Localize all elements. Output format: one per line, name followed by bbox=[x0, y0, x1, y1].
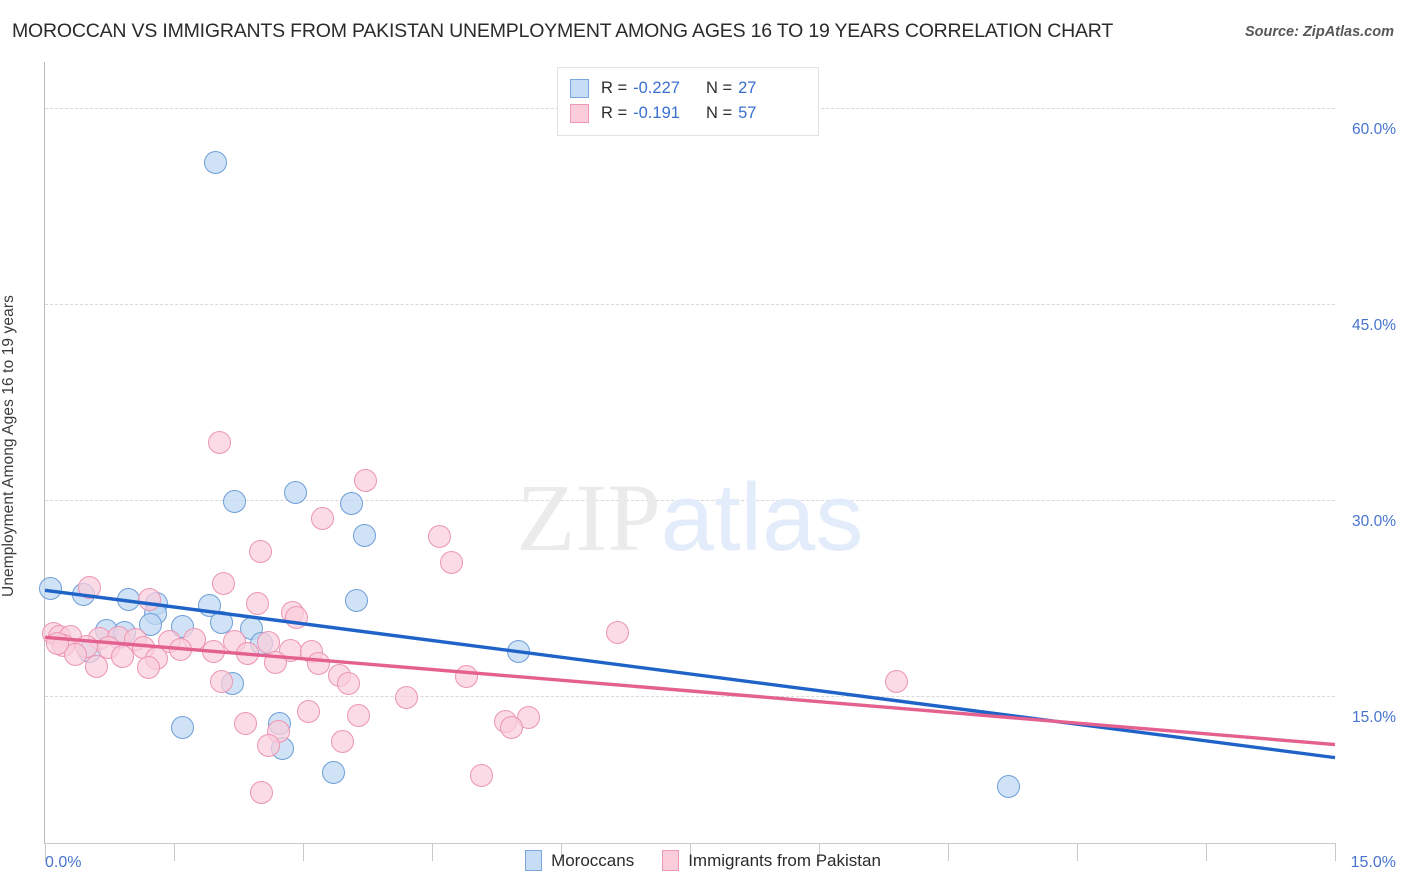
scatter-point[interactable] bbox=[38, 577, 62, 601]
legend-color-swatch bbox=[662, 850, 680, 871]
scatter-point[interactable] bbox=[353, 523, 377, 547]
scatter-point[interactable] bbox=[283, 480, 307, 504]
scatter-point[interactable] bbox=[257, 734, 281, 758]
source-label: Source: ZipAtlas.com bbox=[1244, 24, 1394, 40]
legend-label: Moroccans bbox=[551, 850, 635, 870]
sample-size-label: N = bbox=[705, 79, 733, 97]
legend-entry[interactable]: Immigrants from Pakistan bbox=[662, 850, 881, 871]
scatter-point[interactable] bbox=[470, 764, 494, 788]
correlation-label: R = bbox=[601, 104, 628, 122]
sample-size-value: 57 bbox=[738, 104, 757, 122]
scatter-point[interactable] bbox=[139, 612, 163, 636]
scatter-point[interactable] bbox=[250, 781, 274, 805]
x-axis-tick bbox=[1206, 843, 1207, 861]
trend-lines bbox=[44, 588, 1336, 760]
scatter-point[interactable] bbox=[233, 712, 257, 736]
scatter-point[interactable] bbox=[394, 685, 418, 709]
legend-entry[interactable]: Moroccans bbox=[525, 850, 634, 871]
scatter-point[interactable] bbox=[354, 468, 378, 492]
scatter-point[interactable] bbox=[203, 151, 227, 175]
x-axis-tick bbox=[45, 843, 46, 861]
legend-color-swatch bbox=[525, 850, 543, 871]
scatter-point[interactable] bbox=[306, 651, 330, 675]
x-axis-tick bbox=[690, 843, 691, 861]
scatter-point[interactable] bbox=[606, 620, 630, 644]
sample-size-value: 27 bbox=[738, 79, 757, 97]
legend-label: Immigrants from Pakistan bbox=[688, 850, 881, 870]
scatter-point[interactable] bbox=[110, 645, 134, 669]
scatter-point[interactable] bbox=[322, 760, 346, 784]
stats-color-swatch bbox=[570, 79, 589, 98]
scatter-point[interactable] bbox=[136, 655, 160, 679]
x-axis-tick bbox=[174, 843, 175, 861]
stats-row: R = -0.191 N = 57 bbox=[570, 101, 806, 126]
x-axis-tick bbox=[432, 843, 433, 861]
scatter-point[interactable] bbox=[440, 551, 464, 575]
stats-legend-box: R = -0.227 N = 27 R = -0.191 N = 57 bbox=[557, 67, 819, 136]
trend-line-moroccans bbox=[44, 588, 1336, 760]
y-axis-line bbox=[44, 62, 45, 844]
y-axis-tick-label: 30.0% bbox=[1352, 513, 1396, 531]
x-axis-max-label: 15.0% bbox=[1350, 854, 1396, 871]
gridline bbox=[45, 303, 1335, 305]
scatter-point[interactable] bbox=[339, 492, 363, 516]
x-axis-tick bbox=[1077, 843, 1078, 861]
scatter-point[interactable] bbox=[428, 525, 452, 549]
scatter-point[interactable] bbox=[171, 716, 195, 740]
x-axis-tick bbox=[948, 843, 949, 861]
gridline bbox=[45, 696, 1335, 698]
scatter-point[interactable] bbox=[209, 670, 233, 694]
series-legend: Moroccans Immigrants from Pakistan bbox=[0, 850, 1406, 871]
scatter-point[interactable] bbox=[996, 774, 1020, 798]
scatter-point[interactable] bbox=[347, 704, 371, 728]
x-axis-min-label: 0.0% bbox=[45, 854, 82, 871]
scatter-point[interactable] bbox=[211, 572, 235, 596]
scatter-point[interactable] bbox=[85, 654, 109, 678]
scatter-point[interactable] bbox=[311, 506, 335, 530]
scatter-point[interactable] bbox=[78, 576, 102, 600]
correlation-value: -0.227 bbox=[633, 79, 680, 97]
scatter-point[interactable] bbox=[499, 716, 523, 740]
scatter-point[interactable] bbox=[344, 589, 368, 613]
scatter-point[interactable] bbox=[222, 489, 246, 513]
scatter-point[interactable] bbox=[248, 539, 272, 563]
y-axis-tick-label: 60.0% bbox=[1352, 120, 1396, 138]
x-axis-tick bbox=[819, 843, 820, 861]
scatter-point[interactable] bbox=[208, 431, 232, 454]
correlation-value: -0.191 bbox=[633, 104, 680, 122]
stats-color-swatch bbox=[570, 104, 589, 123]
scatter-point[interactable] bbox=[63, 642, 87, 666]
correlation-label: R = bbox=[601, 79, 628, 97]
x-axis-tick bbox=[303, 843, 304, 861]
page-title: MOROCCAN VS IMMIGRANTS FROM PAKISTAN UNE… bbox=[12, 20, 1114, 42]
stats-row: R = -0.227 N = 27 bbox=[570, 76, 806, 101]
scatter-point[interactable] bbox=[884, 670, 908, 694]
trend-line-immigrants-from-pakistan bbox=[44, 635, 1336, 747]
y-axis-title: Unemployment Among Ages 16 to 19 years bbox=[0, 295, 17, 597]
scatter-point[interactable] bbox=[296, 700, 320, 724]
plot-area: ZIPatlas bbox=[38, 62, 1336, 861]
scatter-point[interactable] bbox=[245, 591, 269, 615]
y-axis-tick-label: 15.0% bbox=[1352, 709, 1396, 727]
x-axis-tick bbox=[1335, 843, 1336, 861]
scatter-point[interactable] bbox=[337, 671, 361, 695]
sample-size-label: N = bbox=[705, 104, 733, 122]
x-axis-tick bbox=[561, 843, 562, 861]
y-axis-tick-label: 45.0% bbox=[1352, 316, 1396, 334]
gridline bbox=[45, 500, 1335, 502]
scatter-point[interactable] bbox=[331, 730, 355, 754]
